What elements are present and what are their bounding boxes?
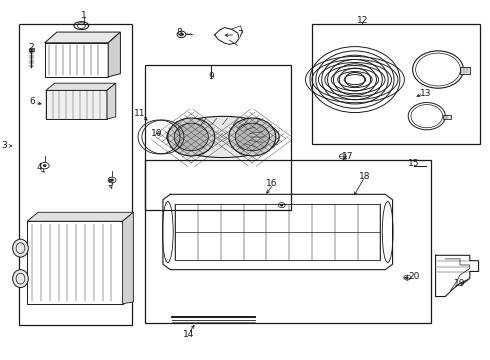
Ellipse shape bbox=[229, 118, 276, 156]
Text: 11: 11 bbox=[134, 109, 146, 118]
Bar bbox=[145, 65, 292, 211]
Text: 20: 20 bbox=[408, 272, 419, 281]
Text: 2: 2 bbox=[28, 43, 34, 52]
Polygon shape bbox=[46, 83, 116, 90]
Bar bbox=[313, 24, 480, 144]
Bar bbox=[443, 115, 451, 120]
Text: 14: 14 bbox=[183, 330, 195, 339]
Text: 5: 5 bbox=[108, 179, 114, 188]
Bar bbox=[27, 221, 122, 304]
Bar bbox=[175, 204, 380, 260]
Text: 8: 8 bbox=[176, 28, 182, 37]
Text: 3: 3 bbox=[2, 141, 7, 150]
Text: 19: 19 bbox=[454, 279, 466, 288]
Bar bbox=[45, 43, 108, 77]
Polygon shape bbox=[107, 83, 116, 119]
Bar bbox=[145, 160, 431, 323]
Text: 13: 13 bbox=[420, 89, 432, 98]
Text: 17: 17 bbox=[342, 152, 353, 161]
Bar bbox=[28, 48, 34, 51]
Polygon shape bbox=[108, 32, 121, 77]
Ellipse shape bbox=[167, 116, 279, 158]
Polygon shape bbox=[122, 212, 133, 304]
Circle shape bbox=[43, 165, 46, 167]
Polygon shape bbox=[45, 32, 121, 43]
Circle shape bbox=[111, 179, 114, 181]
Ellipse shape bbox=[174, 123, 208, 151]
Text: 6: 6 bbox=[29, 96, 35, 105]
Text: 9: 9 bbox=[208, 72, 214, 81]
Circle shape bbox=[280, 204, 283, 206]
Text: 7: 7 bbox=[237, 30, 243, 39]
Text: 4: 4 bbox=[37, 163, 43, 172]
Ellipse shape bbox=[235, 123, 270, 151]
Text: 15: 15 bbox=[408, 159, 419, 168]
Ellipse shape bbox=[168, 118, 215, 156]
Ellipse shape bbox=[13, 239, 28, 257]
Ellipse shape bbox=[13, 270, 28, 288]
Bar bbox=[46, 90, 107, 119]
Bar bbox=[460, 67, 470, 74]
Bar bbox=[19, 24, 132, 325]
Polygon shape bbox=[27, 212, 133, 221]
Text: 16: 16 bbox=[266, 179, 278, 188]
Text: 18: 18 bbox=[359, 172, 370, 181]
Text: 12: 12 bbox=[357, 16, 368, 25]
Text: 10: 10 bbox=[151, 129, 163, 138]
Text: 1: 1 bbox=[81, 10, 87, 19]
